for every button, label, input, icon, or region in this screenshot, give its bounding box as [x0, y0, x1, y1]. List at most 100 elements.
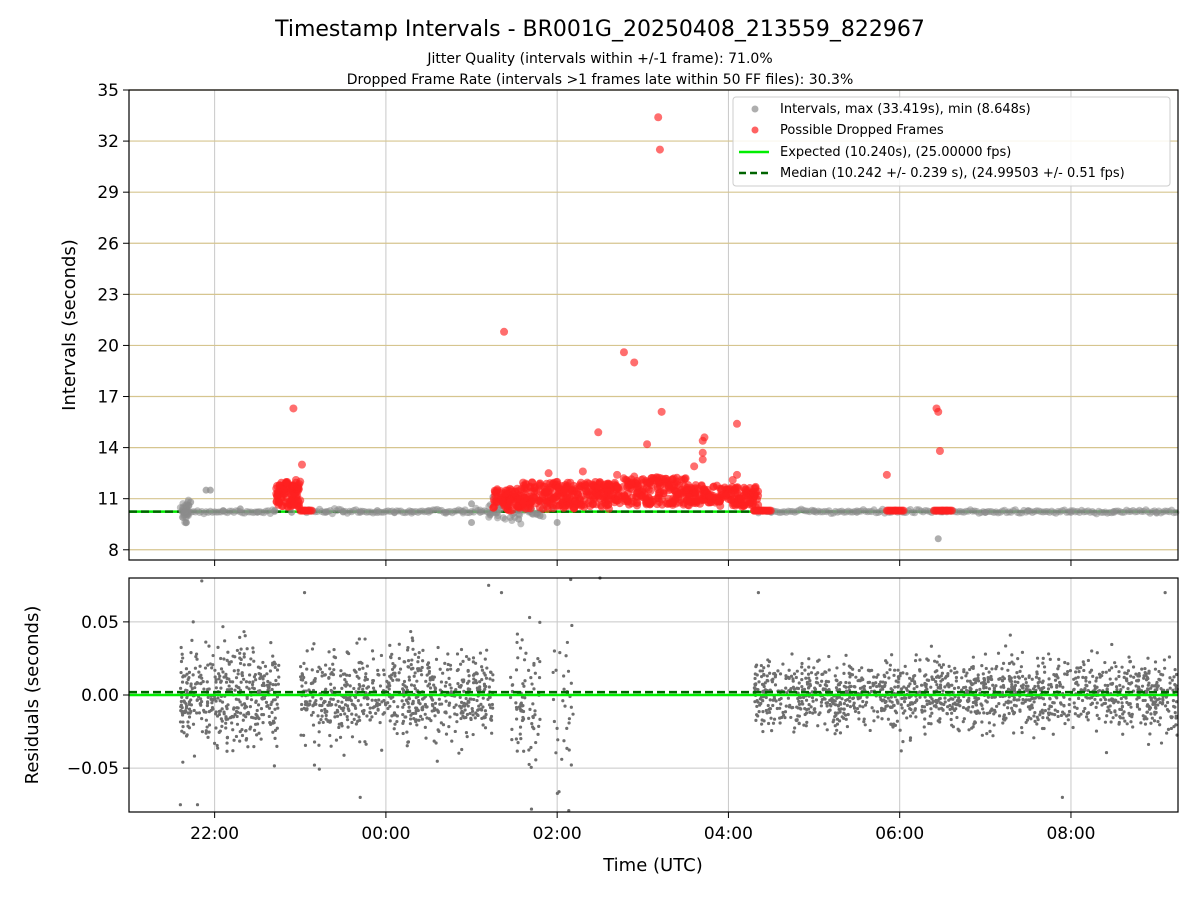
dropped-frame-point [655, 481, 664, 490]
residual-point [449, 667, 453, 671]
residual-point [902, 685, 906, 689]
residual-point [198, 702, 202, 706]
residual-point [273, 716, 277, 720]
residual-point [426, 684, 430, 688]
residual-point [1040, 726, 1045, 731]
residual-point [1026, 698, 1030, 702]
residual-point [194, 652, 199, 656]
residual-point [371, 657, 376, 661]
residual-point [214, 678, 218, 682]
residual-point [913, 659, 918, 663]
residual-point [268, 721, 272, 725]
residual-point [191, 620, 195, 624]
residual-point [430, 675, 435, 679]
residual-point [758, 669, 762, 673]
residual-point [1174, 672, 1179, 677]
residual-point [229, 660, 233, 664]
residual-point [459, 716, 463, 721]
residual-point [857, 710, 861, 715]
residual-point [204, 729, 208, 733]
residual-point [532, 687, 536, 691]
residual-point [386, 706, 390, 711]
residual-point [971, 700, 975, 705]
residual-point [762, 673, 766, 677]
residual-point [835, 696, 839, 700]
residual-point [300, 672, 304, 676]
residual-point [434, 657, 439, 661]
residual-point [969, 710, 973, 714]
residual-point [1114, 664, 1118, 669]
x-tick-label: 04:00 [704, 824, 753, 844]
residual-point [435, 759, 439, 763]
residual-point [327, 650, 331, 654]
residual-point [200, 579, 204, 583]
residual-point [1076, 683, 1080, 687]
residual-point [490, 702, 494, 707]
residual-point [980, 664, 984, 668]
residual-point [762, 684, 766, 689]
residual-point [1153, 660, 1158, 664]
residual-point [784, 686, 788, 690]
residual-point [807, 702, 811, 707]
residual-point [567, 808, 571, 813]
residual-point [853, 709, 858, 714]
residual-point [1038, 713, 1042, 717]
residual-point [1055, 683, 1059, 688]
residual-point [765, 678, 769, 683]
residual-point [1108, 677, 1112, 681]
residual-point [865, 695, 869, 699]
residual-point [1031, 687, 1036, 691]
residual-point [991, 734, 995, 738]
interval-point [493, 514, 501, 522]
residual-point [1158, 723, 1162, 727]
residual-point [816, 724, 820, 728]
dropped-frame-point [288, 501, 297, 510]
dropped-frame-point [882, 470, 891, 479]
residual-point [966, 708, 970, 712]
residual-point [189, 651, 193, 655]
residual-point [831, 702, 836, 706]
residual-point [918, 690, 922, 694]
residual-point [242, 652, 246, 656]
residual-point [1066, 669, 1070, 674]
residual-point [888, 663, 892, 667]
residual-point [1056, 676, 1060, 680]
residual-point [551, 697, 556, 702]
residual-point [1002, 703, 1006, 707]
residual-point [992, 686, 996, 690]
residual-point [967, 728, 971, 732]
residual-point [205, 725, 209, 729]
residual-point [1153, 702, 1157, 707]
residual-point [390, 714, 394, 718]
residual-point [375, 704, 379, 708]
residual-point [1146, 742, 1151, 747]
residual-point [335, 714, 340, 718]
residual-point [191, 722, 196, 726]
residual-point [487, 703, 492, 707]
interval-point [356, 508, 364, 516]
residual-point [185, 689, 189, 693]
residual-point [538, 659, 542, 664]
residual-point [797, 699, 801, 703]
residual-point [934, 705, 938, 709]
residual-point [313, 701, 317, 705]
residual-point [514, 705, 519, 710]
residual-point [810, 696, 815, 700]
residual-point [317, 767, 321, 771]
residual-point [411, 638, 415, 643]
residual-point [943, 696, 947, 700]
residual-point [876, 673, 880, 677]
residual-point [933, 659, 937, 663]
residual-point [913, 673, 917, 678]
dropped-frame-point [647, 474, 656, 483]
residual-point [309, 713, 314, 717]
residual-point [760, 669, 765, 673]
residual-point [757, 710, 761, 714]
residual-point [1174, 714, 1178, 718]
residual-point [1048, 657, 1052, 661]
residual-point [447, 676, 451, 680]
residual-point [919, 683, 924, 687]
residual-point [481, 723, 485, 727]
residual-point [354, 722, 358, 726]
residual-point [388, 704, 392, 708]
